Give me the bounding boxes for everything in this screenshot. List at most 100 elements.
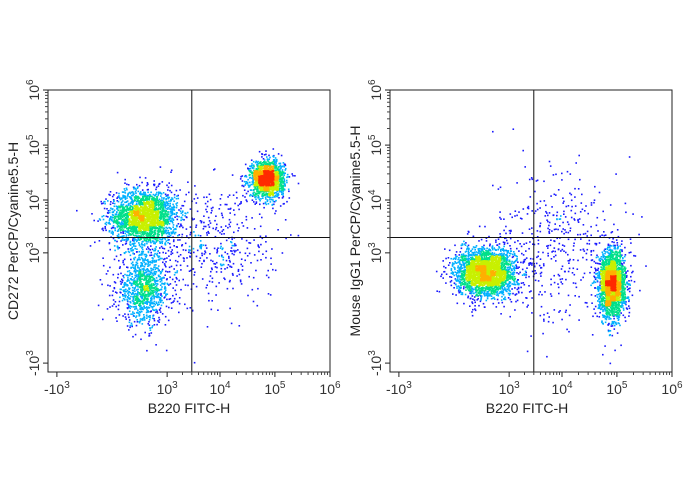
event-dot bbox=[199, 245, 201, 247]
event-dot bbox=[108, 211, 111, 214]
event-dot bbox=[126, 214, 128, 217]
event-dot bbox=[265, 163, 268, 165]
event-dot bbox=[125, 210, 128, 213]
event-dot bbox=[157, 229, 160, 232]
event-dot bbox=[184, 303, 186, 306]
event-dot bbox=[125, 318, 127, 320]
event-dot bbox=[127, 229, 129, 232]
event-dot bbox=[157, 239, 159, 242]
event-dot bbox=[178, 215, 180, 218]
event-dot bbox=[167, 204, 169, 207]
event-dot bbox=[142, 204, 144, 206]
event-dot bbox=[194, 271, 196, 274]
event-dot bbox=[269, 191, 272, 193]
event-dot bbox=[130, 213, 132, 216]
event-dot bbox=[135, 205, 137, 207]
event-dot bbox=[98, 218, 101, 220]
event-dot bbox=[136, 284, 139, 286]
event-dot bbox=[136, 224, 139, 227]
event-dot bbox=[122, 191, 125, 193]
event-dot bbox=[144, 203, 147, 206]
event-dot bbox=[262, 253, 264, 255]
event-dot bbox=[255, 202, 258, 204]
event-dot bbox=[140, 207, 143, 209]
event-dot bbox=[149, 294, 151, 296]
event-dot bbox=[251, 177, 253, 180]
event-dot bbox=[119, 225, 121, 227]
event-dot bbox=[231, 238, 233, 241]
event-dot bbox=[274, 179, 276, 182]
event-dot bbox=[176, 278, 178, 280]
event-dot bbox=[168, 239, 170, 241]
event-dot bbox=[146, 199, 148, 202]
event-dot bbox=[121, 281, 123, 284]
event-dot bbox=[151, 212, 154, 215]
event-dot bbox=[115, 213, 118, 215]
event-dot bbox=[275, 183, 278, 185]
event-dot bbox=[129, 204, 132, 207]
event-dot bbox=[274, 188, 277, 190]
event-dot bbox=[258, 165, 261, 168]
event-dot bbox=[265, 162, 267, 164]
event-dot bbox=[122, 220, 125, 222]
event-dot bbox=[277, 183, 280, 185]
event-dot bbox=[210, 308, 213, 311]
event-dot bbox=[186, 307, 189, 310]
event-dot bbox=[178, 302, 181, 305]
event-dot bbox=[147, 200, 150, 203]
event-dot bbox=[123, 282, 126, 284]
event-dot bbox=[123, 226, 125, 229]
event-dot bbox=[155, 211, 157, 213]
event-dot bbox=[267, 293, 270, 295]
event-dot bbox=[282, 192, 284, 194]
event-dot bbox=[264, 189, 266, 192]
event-dot bbox=[151, 290, 154, 293]
event-dot bbox=[109, 194, 111, 196]
event-dot bbox=[137, 290, 139, 293]
event-dot bbox=[221, 254, 223, 257]
event-dot bbox=[224, 278, 226, 281]
event-dot bbox=[152, 193, 155, 196]
event-dot bbox=[140, 274, 142, 277]
event-dot bbox=[148, 214, 150, 216]
event-dot bbox=[255, 184, 258, 187]
event-dot bbox=[203, 225, 205, 228]
event-dot bbox=[157, 301, 160, 303]
event-dot bbox=[117, 196, 119, 198]
event-dot bbox=[136, 196, 139, 198]
event-dot bbox=[136, 229, 138, 231]
event-dot bbox=[200, 221, 203, 224]
event-dot bbox=[138, 200, 141, 202]
event-dot bbox=[148, 215, 150, 217]
event-dot bbox=[154, 200, 157, 203]
event-dot bbox=[156, 199, 159, 202]
event-dot bbox=[249, 165, 251, 167]
event-dot bbox=[262, 197, 264, 199]
event-dot bbox=[213, 247, 216, 250]
event-dot bbox=[131, 249, 134, 252]
event-dot bbox=[173, 205, 175, 208]
event-dot bbox=[166, 202, 168, 205]
event-dot bbox=[181, 244, 184, 246]
event-dot bbox=[255, 194, 258, 196]
event-dot bbox=[112, 299, 115, 301]
event-dot bbox=[133, 279, 136, 282]
event-dot bbox=[178, 225, 181, 228]
event-dot bbox=[274, 196, 276, 198]
event-dot bbox=[135, 197, 137, 199]
event-dot bbox=[156, 280, 159, 282]
event-dot bbox=[155, 344, 157, 346]
event-dot bbox=[133, 315, 136, 317]
event-dot bbox=[151, 285, 153, 287]
event-dot bbox=[228, 237, 230, 239]
event-dot bbox=[118, 227, 121, 230]
event-dot bbox=[135, 274, 138, 276]
event-dot bbox=[128, 310, 131, 312]
event-dot bbox=[101, 228, 103, 230]
event-dot bbox=[278, 166, 280, 168]
event-dot bbox=[131, 219, 134, 221]
event-dot bbox=[155, 277, 158, 279]
event-dot bbox=[139, 281, 141, 284]
event-dot bbox=[98, 240, 101, 242]
event-dot bbox=[165, 226, 168, 229]
